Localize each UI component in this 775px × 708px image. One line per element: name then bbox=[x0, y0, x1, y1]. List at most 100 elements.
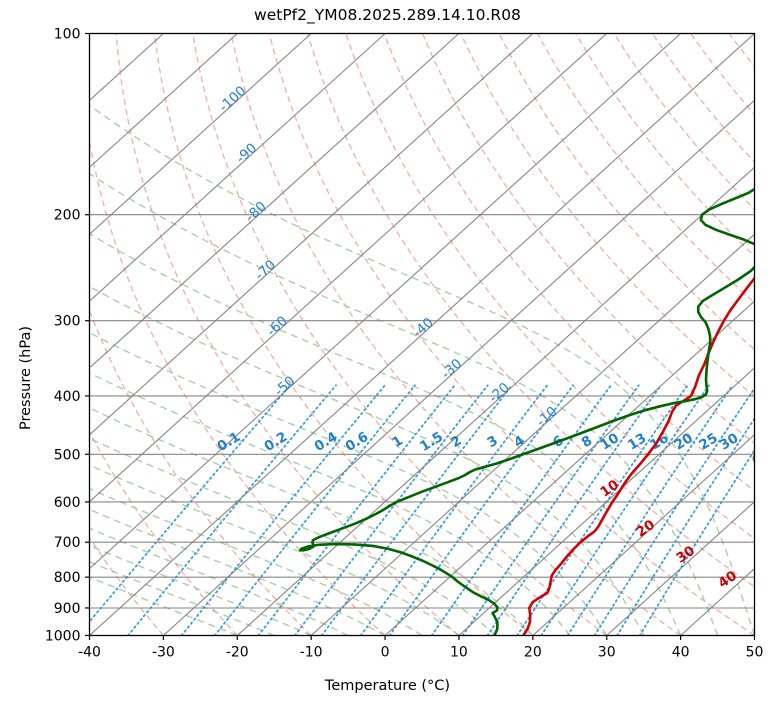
dry-adiabat-line bbox=[89, 137, 386, 636]
dry-adiabat-line bbox=[307, 33, 755, 588]
plot-frame bbox=[88, 32, 756, 637]
y-tick-label: 400 bbox=[54, 389, 81, 405]
moist-adiabat-line bbox=[89, 561, 275, 636]
isotherm-line bbox=[89, 33, 460, 369]
mixing-ratio-line bbox=[89, 384, 291, 623]
mixing-ratio-label: 13 bbox=[625, 430, 649, 454]
dry-adiabat-line bbox=[575, 33, 755, 257]
isotherm-label: -70 bbox=[252, 257, 279, 284]
mixing-ratio-line bbox=[516, 384, 689, 636]
axis-group: -40 -30 -20 -10 0 10 20 30 40 5010020030040050060… bbox=[45, 27, 764, 661]
y-tick-label: 900 bbox=[54, 601, 81, 617]
dry-adiabat-line bbox=[613, 33, 755, 211]
isotherm-line bbox=[163, 99, 755, 636]
dry-adiabat-line bbox=[728, 33, 755, 68]
mixing-ratio-label: 0.4 bbox=[312, 429, 341, 455]
y-tick-label: 600 bbox=[54, 495, 81, 511]
y-tick-label: 500 bbox=[54, 447, 81, 463]
x-tick-label: 10 bbox=[450, 645, 468, 661]
mixing-ratio-line bbox=[127, 384, 337, 636]
moist-adiabat-line bbox=[89, 464, 460, 636]
moist-adiabat-line bbox=[89, 487, 423, 636]
moist-adiabat-line bbox=[89, 508, 386, 636]
x-tick-label: -20 bbox=[226, 645, 249, 661]
moist-adiabat-line bbox=[89, 527, 349, 636]
page-title: wetPf2_YM08.2025.289.14.10.R08 bbox=[254, 6, 521, 24]
moist-adiabat-line bbox=[89, 407, 534, 636]
isotherm-line bbox=[89, 33, 312, 235]
x-tick-label: -40 bbox=[78, 645, 101, 661]
dry-adiabat-line bbox=[89, 308, 312, 636]
x-tick-label: 0 bbox=[381, 645, 390, 661]
isotherm-line bbox=[89, 33, 681, 570]
x-tick-label: 50 bbox=[746, 645, 764, 661]
x-axis-label: Temperature (°C) bbox=[324, 678, 451, 694]
isotherm-line bbox=[89, 33, 534, 436]
isotherm-line bbox=[0, 34, 16, 636]
y-tick-label: 700 bbox=[54, 535, 81, 551]
isotherm-label: -60 bbox=[264, 313, 291, 340]
mixing-ratio-line bbox=[430, 384, 612, 636]
series-line-dewpoint bbox=[299, 187, 755, 636]
grid-group bbox=[0, 33, 755, 636]
dry-adiabat-line bbox=[230, 33, 681, 636]
isotherm-line bbox=[89, 33, 238, 169]
dry-adiabat-line bbox=[89, 430, 238, 636]
moist-adiabat-line bbox=[89, 104, 755, 636]
mixing-ratio-line bbox=[540, 384, 710, 636]
isotherm-line bbox=[310, 233, 755, 636]
isotherm-label: -80 bbox=[243, 198, 270, 225]
isotherm-line bbox=[754, 634, 755, 636]
dry-adiabat-line bbox=[115, 33, 460, 636]
y-tick-label: 200 bbox=[54, 208, 81, 224]
y-tick-label: 1000 bbox=[45, 629, 81, 645]
dry-adiabat-line bbox=[0, 34, 16, 636]
mixing-ratio-label: 3 bbox=[484, 433, 500, 452]
dry-adiabat-line bbox=[498, 33, 755, 351]
y-axis-label: Pressure (hPa) bbox=[18, 325, 34, 430]
dry-adiabat-line bbox=[383, 33, 755, 492]
mixing-ratio-line bbox=[388, 384, 574, 636]
mixing-ratio-line bbox=[486, 384, 662, 636]
parcel-marker bbox=[752, 454, 755, 463]
series-line-temperature bbox=[521, 276, 755, 636]
mixing-ratio-line bbox=[566, 384, 734, 636]
mixing-ratio-label: 10 bbox=[598, 430, 622, 454]
data-series-group bbox=[299, 187, 755, 636]
mixing-ratio-line bbox=[359, 384, 549, 636]
mixing-ratio-line bbox=[213, 384, 416, 636]
mixing-ratio-label: 2 bbox=[448, 433, 464, 452]
dry-adiabat-line bbox=[690, 33, 755, 116]
x-tick-label: -10 bbox=[300, 645, 323, 661]
dry-adiabat-label: 10 bbox=[597, 477, 622, 501]
dry-adiabat-line bbox=[651, 33, 755, 163]
x-tick-label: 30 bbox=[598, 645, 616, 661]
mixing-ratio-line bbox=[180, 384, 386, 636]
isotherm-line bbox=[458, 367, 755, 636]
dry-adiabat-label: 20 bbox=[633, 517, 658, 541]
mixing-ratio-line bbox=[616, 416, 755, 636]
y-tick-label: 300 bbox=[54, 314, 81, 330]
y-tick-label: 100 bbox=[54, 27, 81, 43]
isotherm-line bbox=[606, 500, 755, 636]
x-tick-label: 40 bbox=[672, 645, 690, 661]
dry-adiabat-label: 40 bbox=[715, 568, 740, 592]
mixing-ratio-line bbox=[294, 384, 489, 636]
isotherm-label: -20 bbox=[486, 380, 513, 407]
mixing-ratio-line bbox=[257, 384, 456, 636]
mixing-ratio-line bbox=[593, 386, 755, 636]
moist-adiabat-line bbox=[89, 437, 497, 636]
moist-adiabat-line bbox=[89, 331, 608, 636]
isotherm-line bbox=[89, 33, 755, 636]
x-tick-label: 20 bbox=[524, 645, 542, 661]
dry-adiabat-line bbox=[536, 33, 755, 304]
dry-adiabat-line bbox=[268, 33, 755, 636]
isotherm-label: -30 bbox=[438, 356, 465, 383]
isotherm-label: -90 bbox=[233, 140, 260, 167]
isotherm-label-group: -100-90-80-70-60-50-40-30-20-100.1 0.2 0.4… bbox=[214, 83, 741, 592]
isotherm-line bbox=[89, 33, 386, 302]
isotherm-label: -40 bbox=[410, 315, 437, 342]
dry-adiabat-line bbox=[422, 33, 755, 445]
